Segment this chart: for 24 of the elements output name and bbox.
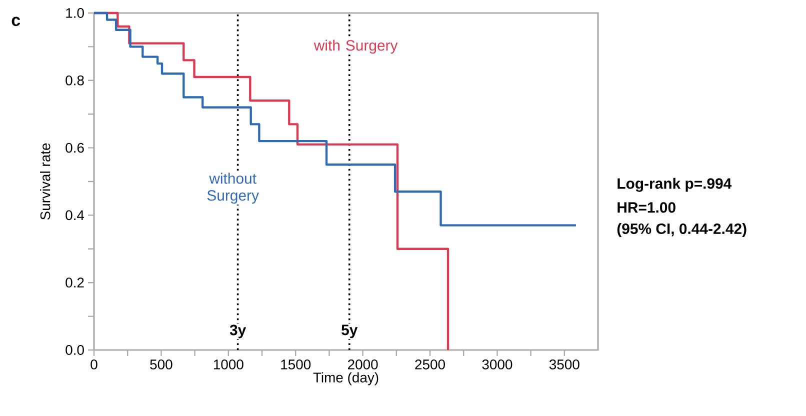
x-axis-title: Time (day) xyxy=(313,372,378,386)
chart-title: c xyxy=(12,16,20,26)
x-tick-label: 500 xyxy=(150,360,172,370)
y-tick-label: 0.0 xyxy=(66,345,84,355)
y-tick-label: 0.6 xyxy=(66,142,84,153)
y-tick-label: 0.4 xyxy=(66,210,84,220)
text: without Surgery xyxy=(207,172,259,204)
y-tick-label: 1.0 xyxy=(66,8,84,18)
y-tick-label: 0.8 xyxy=(66,75,84,86)
ref-line-label: 3y xyxy=(230,324,246,338)
text: (95% CI, 0.44-2.42) xyxy=(617,223,746,237)
text: HR=1.00 xyxy=(618,202,676,213)
y-axis-title: Survival rate xyxy=(40,143,50,220)
x-tick-label: 1500 xyxy=(281,360,311,370)
x-tick-label: 1000 xyxy=(214,360,244,370)
x-tick-label: 3000 xyxy=(482,360,512,370)
ref-line-label: 5y xyxy=(342,324,358,338)
x-tick-label: 2000 xyxy=(348,360,378,370)
x-tick-label: 3500 xyxy=(549,360,580,370)
text: with Surgery xyxy=(314,40,398,54)
x-tick-label: 2500 xyxy=(415,360,445,370)
x-tick-label: 0 xyxy=(90,360,98,370)
text: Log-rank p=.994 xyxy=(618,178,732,192)
y-tick-label: 0.2 xyxy=(66,278,84,288)
